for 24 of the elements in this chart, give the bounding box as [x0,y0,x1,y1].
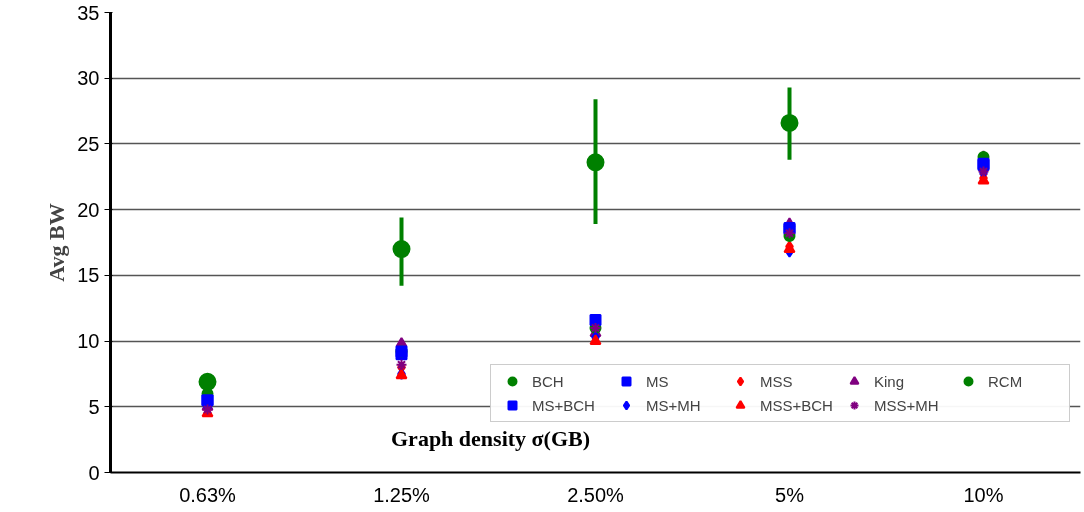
y-tick-label: 10 [77,330,100,353]
y-tick-label: 5 [88,395,100,418]
legend-label: MSS+MH [874,396,940,414]
legend-label: MSS+BCH [760,396,834,414]
x-tick-label: 1.25% [373,483,431,506]
y-tick-label: 35 [77,1,100,24]
legend-label: MSS [760,372,794,390]
legend-label: RCM [988,372,1024,390]
legend-label: BCH [532,372,565,390]
x-axis-title: Graph density σ(GB) [391,425,591,451]
x-tick-label: 10% [963,483,1004,506]
y-tick-label: 25 [77,132,100,155]
y-tick-label: 30 [77,67,100,90]
y-axis-title: Avg BW [44,203,70,282]
x-tick-label: 2.50% [567,483,625,506]
legend-label: MS+BCH [532,396,596,414]
legend-label: MS+MH [646,396,702,414]
x-tick-label: 5% [775,483,805,506]
y-tick-label: 0 [88,461,100,484]
y-tick-label: 15 [77,264,100,287]
x-tick-label: 0.63% [179,483,237,506]
y-tick-label: 20 [77,198,100,221]
legend-label: MS [646,372,670,390]
legend-label: King [874,372,906,390]
